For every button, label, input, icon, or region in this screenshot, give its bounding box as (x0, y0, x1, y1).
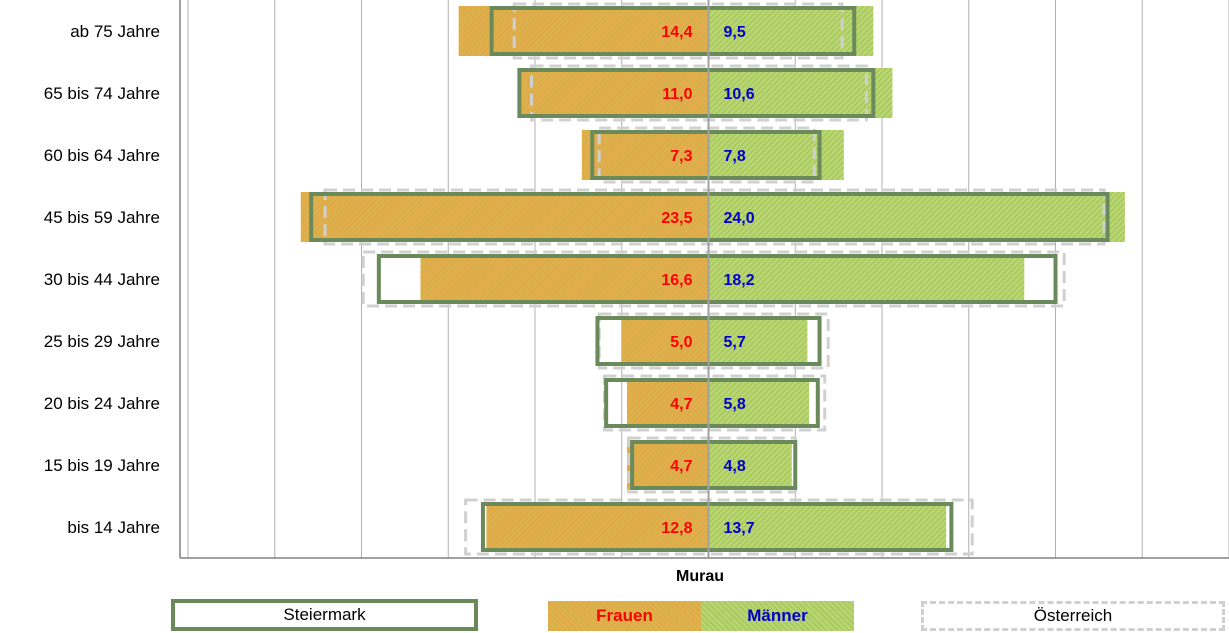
bars (300, 6, 1125, 552)
legend-frauen-label: Frauen (596, 606, 653, 625)
value-label-frauen: 5,0 (670, 334, 692, 351)
outline-oesterreich (597, 126, 816, 184)
bar-frauen (420, 254, 709, 304)
legend-oesterreich: Österreich (921, 601, 1225, 631)
outline-steiermark (376, 254, 1058, 304)
legend-maenner-label: Männer (747, 606, 808, 625)
bar-maenner (708, 440, 792, 490)
bar-maenner (708, 254, 1025, 304)
outline-steiermark (590, 130, 822, 180)
outline-oesterreich (361, 250, 1066, 308)
bar-frauen (458, 6, 709, 56)
value-label-frauen: 23,5 (661, 210, 692, 227)
category-label: 15 bis 19 Jahre (44, 456, 160, 475)
outline-oesterreich (512, 2, 844, 60)
value-label-maenner: 5,8 (724, 396, 746, 413)
bar-maenner (708, 6, 874, 56)
bar-maenner (708, 502, 947, 552)
legend-oesterreich-label: Österreich (1033, 606, 1113, 625)
value-label-frauen: 14,4 (661, 24, 692, 41)
outline-oesterreich (627, 436, 797, 494)
reference-outlines (309, 2, 1110, 556)
outline-oesterreich (464, 498, 974, 556)
value-label-maenner: 24,0 (724, 210, 755, 227)
bar-frauen (621, 316, 709, 366)
labels: ab 75 Jahre 14,4 9,5 65 bis 74 Jahre 11,0 10,… (44, 0, 755, 558)
bar-maenner (708, 68, 893, 118)
value-label-maenner: 5,7 (724, 334, 746, 351)
legend-title: Murau (676, 568, 724, 585)
category-label: bis 14 Jahre (67, 518, 160, 537)
outline-steiermark (604, 378, 820, 428)
value-label-maenner: 4,8 (724, 458, 746, 475)
value-label-maenner: 13,7 (724, 520, 755, 537)
outline-oesterreich (323, 188, 1106, 246)
legend-steiermark-label: Steiermark (283, 605, 366, 624)
value-label-maenner: 7,8 (724, 148, 746, 165)
legend-maenner: Männer (701, 601, 854, 631)
category-label: ab 75 Jahre (70, 22, 160, 41)
outline-oesterreich (530, 64, 868, 122)
bar-maenner (708, 378, 810, 428)
outline-oesterreich (602, 374, 827, 432)
value-label-maenner: 9,5 (724, 24, 746, 41)
outline-steiermark (517, 68, 876, 118)
outline-oesterreich (597, 312, 830, 370)
value-label-frauen: 11,0 (662, 86, 692, 103)
category-label: 30 bis 44 Jahre (44, 270, 160, 289)
category-label: 60 bis 64 Jahre (44, 146, 160, 165)
bar-maenner (708, 192, 1125, 242)
bar-maenner (708, 316, 808, 366)
bar-frauen (300, 192, 709, 242)
value-label-maenner: 18,2 (724, 272, 755, 289)
value-label-frauen: 12,8 (661, 520, 692, 537)
bar-frauen (626, 378, 709, 428)
legend-frauen: Frauen (548, 601, 701, 631)
value-label-frauen: 16,6 (661, 272, 692, 289)
bar-frauen (581, 130, 709, 180)
value-label-frauen: 4,7 (670, 396, 692, 413)
category-label: 20 bis 24 Jahre (44, 394, 160, 413)
bar-frauen (626, 440, 709, 490)
category-label: 45 bis 59 Jahre (44, 208, 160, 227)
category-label: 65 bis 74 Jahre (44, 84, 160, 103)
outline-steiermark (489, 6, 857, 56)
bar-frauen (486, 502, 709, 552)
value-label-maenner: 10,6 (724, 86, 755, 103)
value-label-frauen: 4,7 (670, 458, 692, 475)
legend-steiermark: Steiermark (171, 599, 478, 631)
value-label-frauen: 7,3 (670, 148, 692, 165)
outline-steiermark (480, 502, 954, 552)
category-label: 25 bis 29 Jahre (44, 332, 160, 351)
bar-frauen (517, 68, 709, 118)
outline-steiermark (630, 440, 798, 490)
